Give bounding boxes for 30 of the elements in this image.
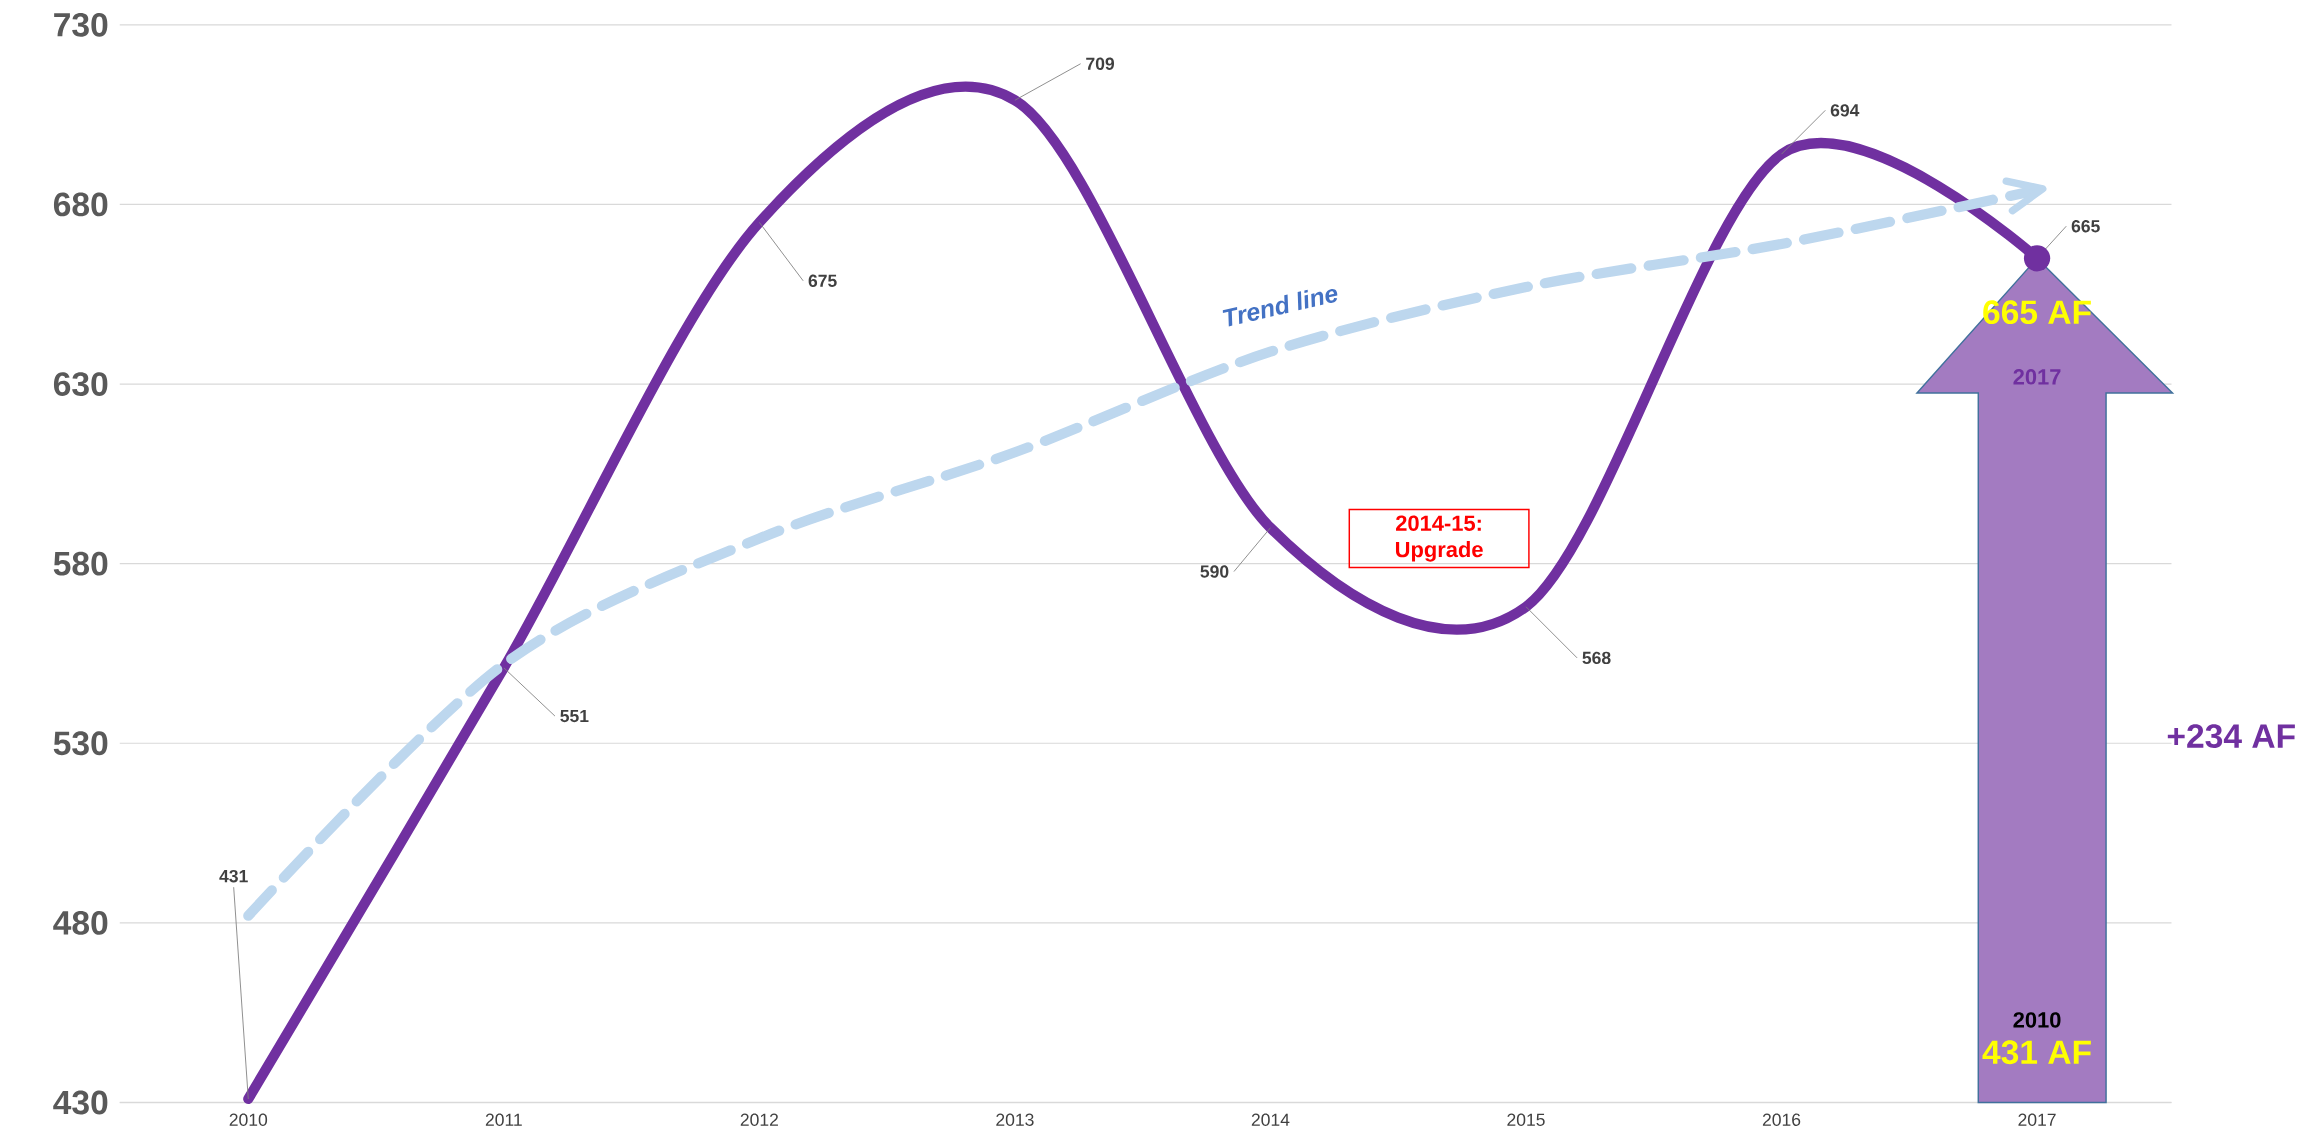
x-tick-label: 2010 — [229, 1113, 268, 1127]
annotation: 431 AF — [1982, 1040, 2091, 1065]
annotation: 2017 — [2013, 369, 2061, 385]
y-tick-label: 730 — [54, 12, 108, 37]
annotation: 2010 — [2013, 1012, 2061, 1028]
data-label: 568 — [1582, 651, 1611, 665]
data-label: 709 — [1086, 57, 1115, 71]
y-tick-label: 680 — [53, 192, 108, 217]
y-tick-label: 530 — [53, 731, 108, 756]
data-label: 551 — [560, 710, 589, 723]
y-tick-label: 430 — [53, 1090, 108, 1115]
annotation: +234 AF — [2167, 724, 2295, 749]
x-tick-label: 2011 — [485, 1113, 522, 1127]
x-tick-label: 2016 — [1762, 1113, 1801, 1127]
annotation: 665 AF — [1983, 300, 2091, 325]
text: Trend line — [1222, 289, 1338, 327]
x-tick-label: 2014 — [1251, 1113, 1290, 1127]
x-tick-label: 2012 — [740, 1113, 778, 1127]
data-label: 431 — [219, 870, 248, 883]
x-tick-label: 2013 — [996, 1113, 1034, 1127]
x-tick-label: 2015 — [1507, 1113, 1545, 1127]
data-label: 665 — [2071, 220, 2100, 233]
data-label: 675 — [808, 274, 837, 288]
y-tick-label: 480 — [53, 911, 108, 935]
annotation: 2014-15: Upgrade — [1395, 515, 1483, 562]
x-tick-label: 2017 — [2018, 1113, 2056, 1127]
y-tick-label: 580 — [53, 551, 108, 576]
data-label: 694 — [1830, 104, 1860, 117]
y-tick-label: 630 — [53, 372, 108, 397]
data-label: 590 — [1200, 565, 1229, 578]
